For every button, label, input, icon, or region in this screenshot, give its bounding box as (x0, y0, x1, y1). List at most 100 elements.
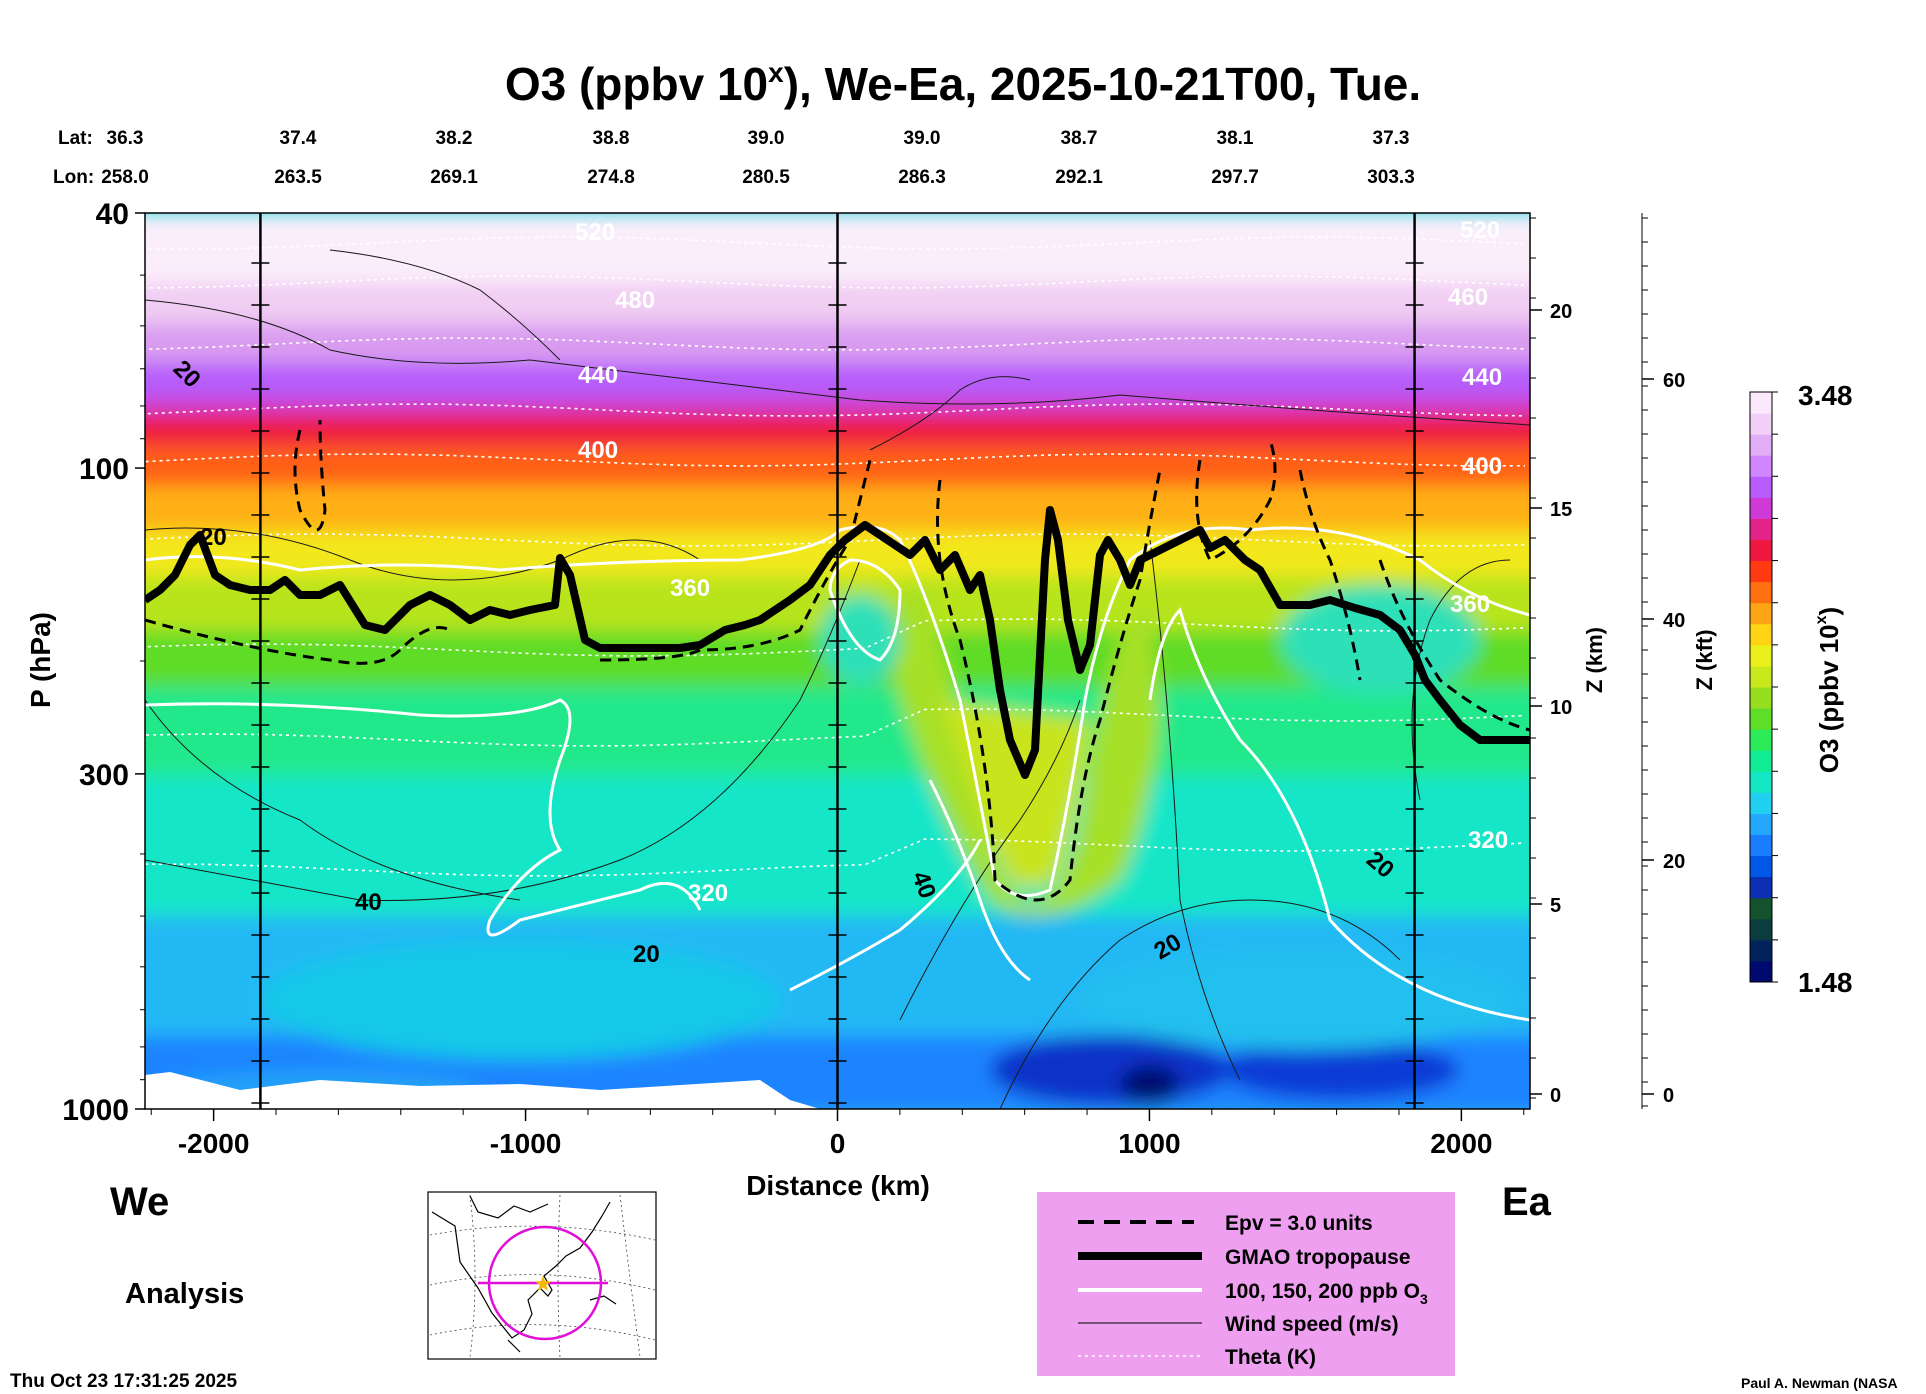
theta-line (145, 618, 1526, 658)
ozone-contour (789, 839, 982, 992)
lat-value: 37.3 (1373, 128, 1410, 149)
z-km-tick-label: 5 (1550, 895, 1561, 917)
colorbar-swatch (1750, 665, 1772, 688)
intrusion-inner (940, 700, 1090, 888)
legend: Epv = 3.0 units GMAO tropopause 100, 150… (1037, 1192, 1455, 1376)
lon-value: 292.1 (1055, 167, 1103, 188)
colorbar (1750, 391, 1778, 983)
epv-contour (599, 459, 872, 662)
section-vertical-lines (251, 213, 1424, 1109)
ozone-contour (1148, 607, 1530, 1022)
colorbar-frame (1749, 391, 1773, 983)
z-km-tick-label: 0 (1550, 1085, 1561, 1107)
colorbar-swatch (1750, 687, 1772, 709)
z-kft-axis-label: Z (kft) (1692, 629, 1717, 690)
inset-center-star-icon: ★ (533, 1271, 553, 1296)
epv-contour (1298, 469, 1362, 681)
wind-speed-line (899, 699, 1081, 1021)
lat-value: 37.4 (280, 128, 317, 149)
colorbar-swatch (1750, 750, 1772, 772)
x-tick-label: 2000 (1430, 1128, 1492, 1159)
colorbar-swatch (1750, 581, 1772, 604)
legend-label-epv: Epv = 3.0 units (1225, 1212, 1373, 1235)
theta-label: 480 (615, 287, 655, 314)
lon-value: 280.5 (742, 167, 790, 188)
x-tick-label: 0 (830, 1128, 846, 1159)
z-kft-tick-label: 20 (1663, 851, 1685, 873)
inset-coastline (431, 1195, 617, 1353)
x-axis-label: Distance (km) (746, 1170, 930, 1201)
analysis-label: Analysis (125, 1278, 244, 1310)
theta-label: 400 (578, 437, 618, 464)
z-kft-tick-label: 60 (1663, 370, 1685, 392)
x-axis: -2000 -1000 0 1000 2000 (150, 1109, 1525, 1159)
low-ozone-blob (820, 595, 900, 685)
wind-speed-line (145, 299, 1530, 426)
ozone-contour (828, 558, 902, 662)
colorbar-swatch (1750, 792, 1772, 814)
lat-value: 36.3 (107, 128, 144, 149)
ozone-contour (145, 698, 702, 937)
z-km-tick-label: 10 (1550, 697, 1572, 719)
colorbar-max-label: 3.48 (1798, 380, 1853, 411)
wind-label: 20 (633, 941, 660, 968)
lon-value: 286.3 (898, 167, 946, 188)
theta-label: 400 (1462, 453, 1502, 480)
theta-line (145, 403, 1526, 418)
colorbar-swatch (1750, 455, 1772, 477)
lon-value: 274.8 (587, 167, 635, 188)
theta-label: 360 (1450, 591, 1490, 618)
theta-line (145, 838, 1526, 878)
theta-line (145, 708, 1526, 748)
gmao-tropopause (145, 506, 1530, 779)
epv-contour (293, 419, 327, 532)
lat-value: 38.7 (1061, 128, 1098, 149)
footer-credit: Paul A. Newman (NASA (1741, 1375, 1898, 1391)
y-tick-label: 300 (79, 759, 129, 792)
west-label: We (110, 1180, 169, 1224)
ozone-band (145, 686, 1530, 776)
colorbar-swatch (1750, 708, 1772, 730)
colorbar-swatch (1750, 813, 1772, 835)
terrain-mask (145, 1072, 820, 1109)
y-axis: 40 100 300 1000 (62, 198, 145, 1127)
legend-label-theta: Theta (K) (1225, 1346, 1316, 1369)
lat-value: 38.2 (436, 128, 473, 149)
ozone-band (145, 363, 1530, 398)
theta-label: 440 (1462, 364, 1502, 391)
theta-label: 440 (578, 362, 618, 389)
theta-label: 320 (688, 880, 728, 907)
theta-label: 360 (670, 575, 710, 602)
colorbar-swatch (1750, 897, 1772, 920)
colorbar-swatch (1750, 876, 1772, 899)
lat-value: 38.8 (593, 128, 630, 149)
colorbar-title: O3 (ppbv 10x) (1813, 607, 1844, 773)
lat-value: 38.1 (1217, 128, 1254, 149)
contour-overlays: 520 480 440 400 360 320 520 460 440 400 360 320 20 40… (145, 217, 1530, 1109)
y-tick-label: 1000 (62, 1094, 129, 1127)
z-kft-axis: 60 40 20 0 (1642, 217, 1685, 1107)
low-ozone-blob (990, 1035, 1230, 1105)
lon-value: 297.7 (1211, 167, 1259, 188)
low-ozone-blob (260, 940, 780, 1060)
wind-speed-line (145, 559, 861, 901)
colorbar-swatch (1750, 855, 1772, 878)
wind-speed-line (999, 899, 1401, 1109)
lat-row-label: Lat: (58, 128, 93, 149)
inset-map: ★ (427, 1191, 657, 1360)
colorbar-swatch (1750, 939, 1772, 962)
legend-label-tropopause: GMAO tropopause (1225, 1246, 1411, 1269)
ozone-band (145, 776, 1530, 916)
wind-label: 40 (355, 889, 382, 916)
wind-speed-line (145, 527, 701, 581)
epv-contour (936, 469, 1162, 902)
low-ozone-blob (1120, 1065, 1180, 1105)
wind-speed-line (329, 249, 561, 361)
colorbar-swatch (1750, 392, 1772, 414)
z-kft-tick-label: 40 (1663, 610, 1685, 632)
wind-speed-line (869, 376, 1031, 451)
colorbar-swatch (1750, 918, 1772, 941)
theta-line (145, 453, 1526, 468)
colorbar-swatch (1750, 771, 1772, 793)
ozone-contour (145, 525, 1530, 898)
